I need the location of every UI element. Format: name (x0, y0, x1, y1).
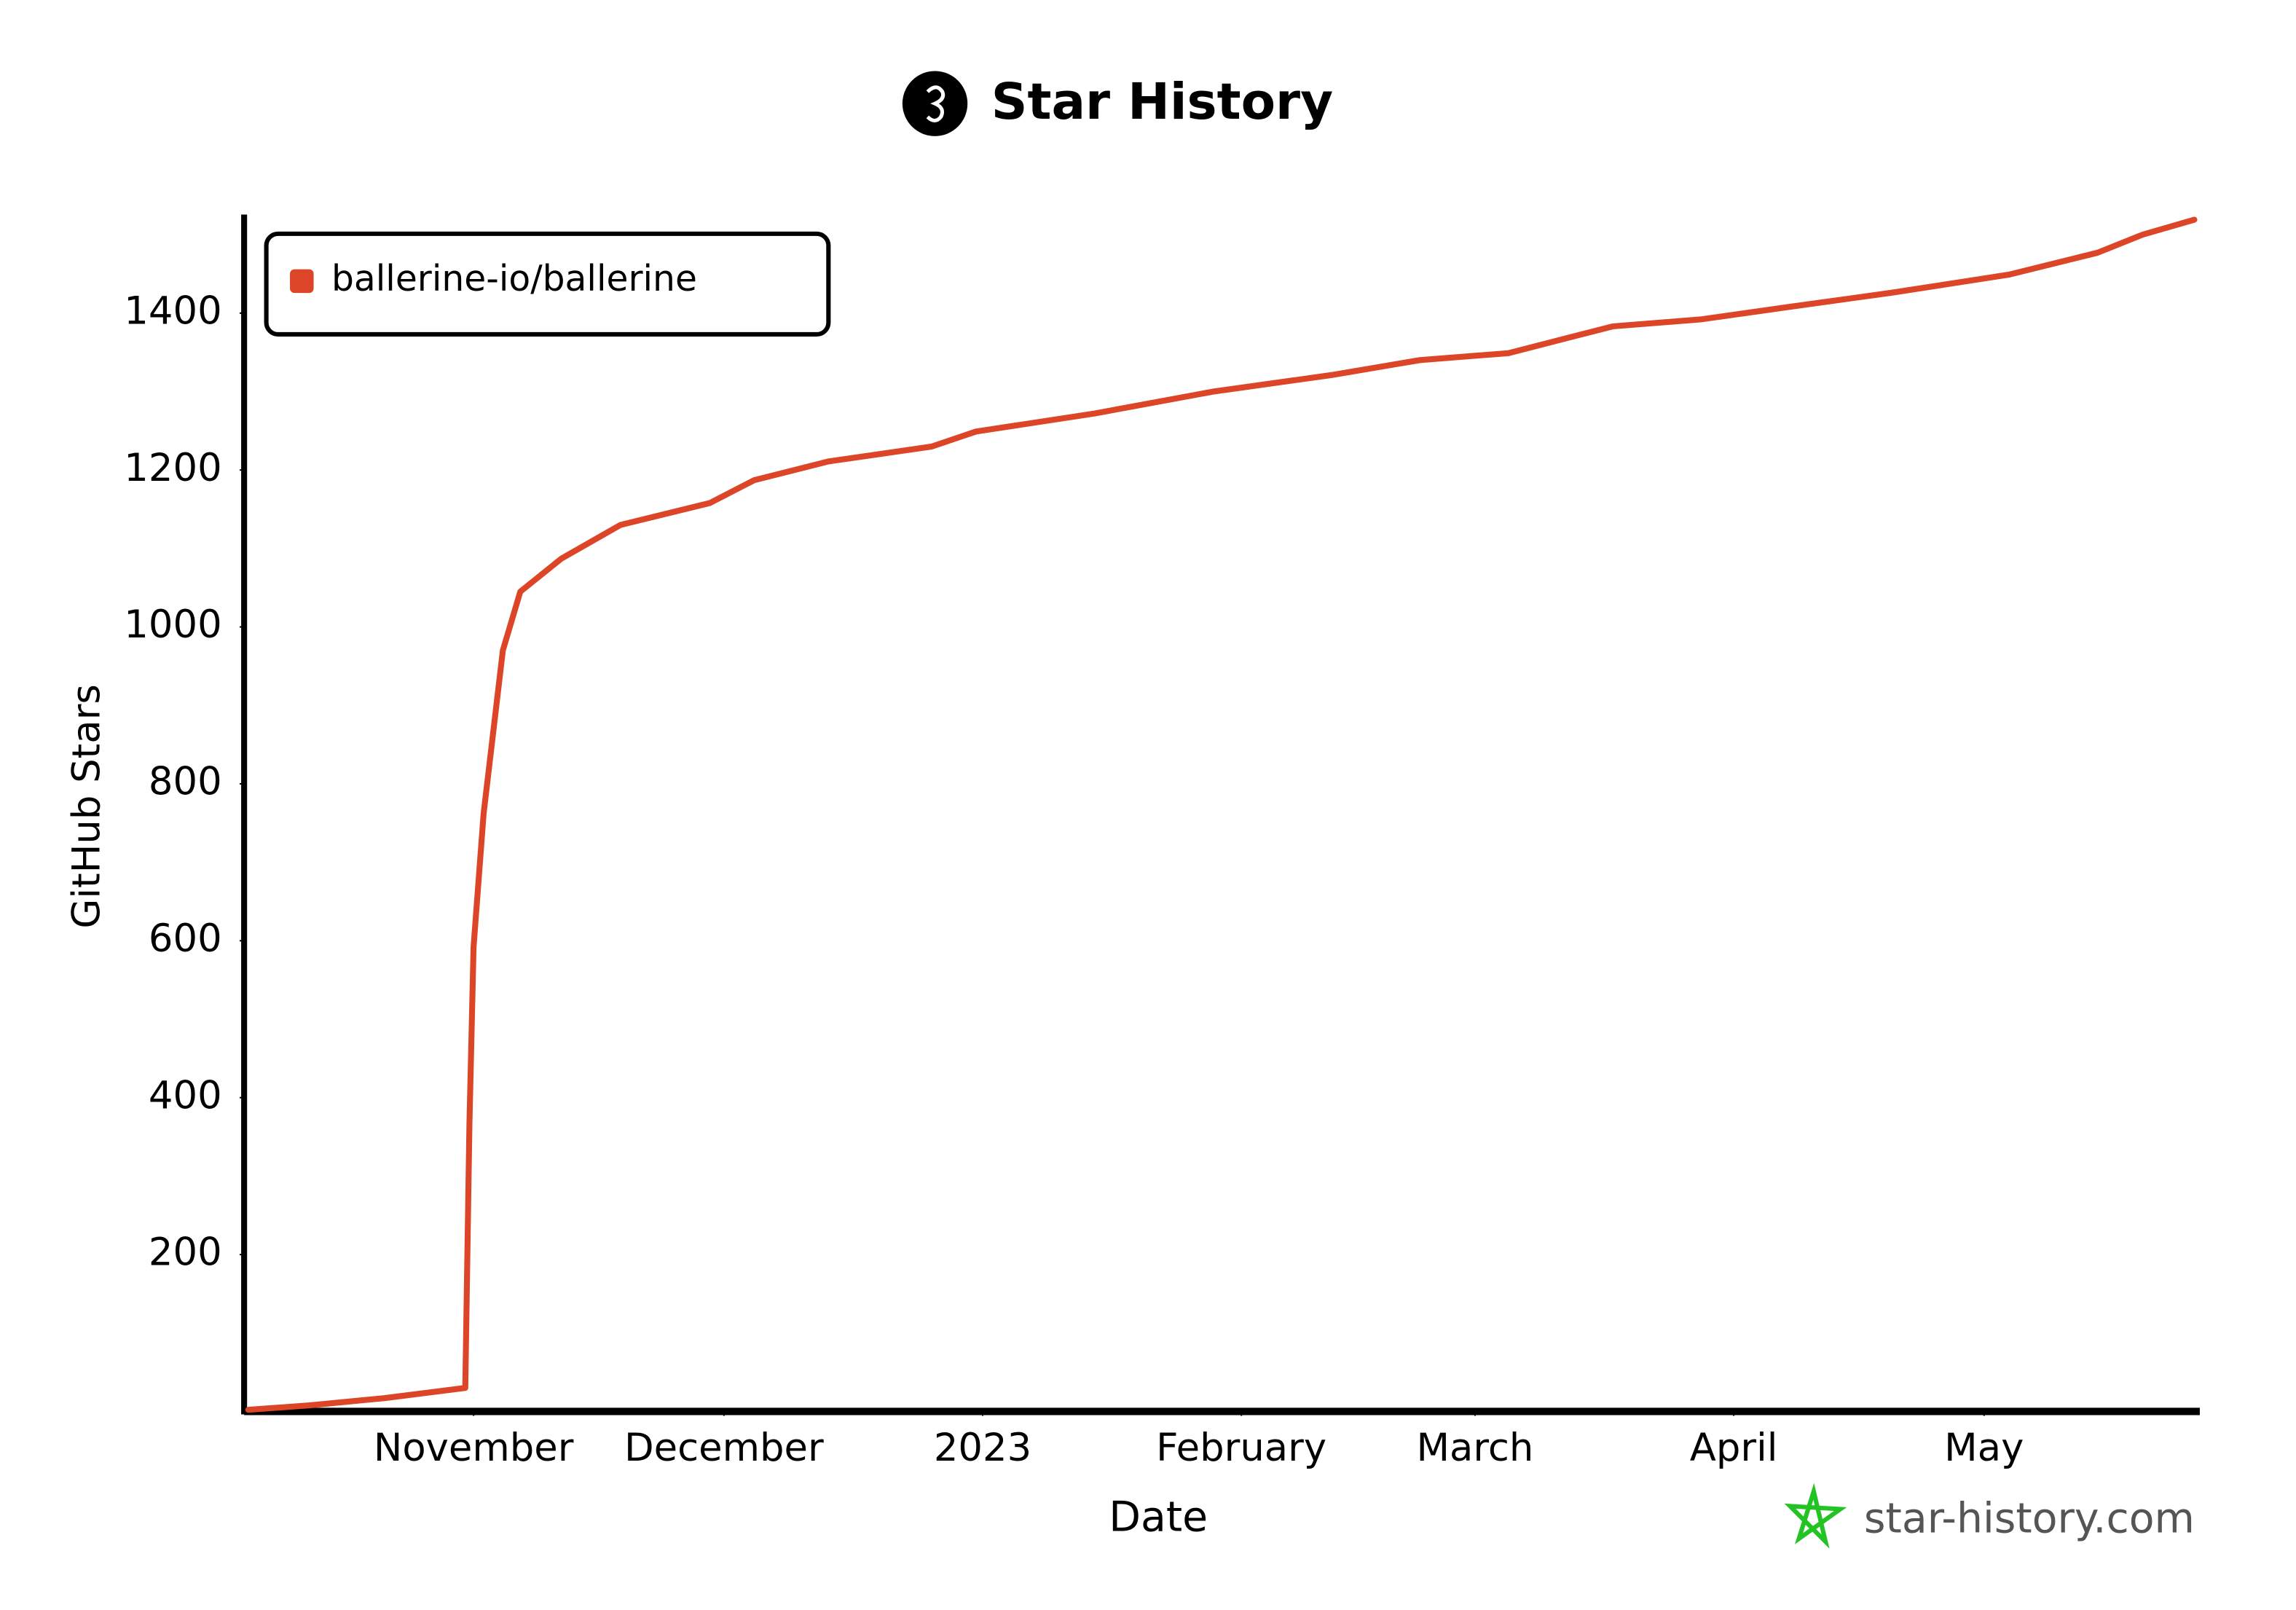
legend-swatch (290, 269, 314, 294)
x-tick-label: May (1944, 1426, 2024, 1470)
title-logo (902, 71, 968, 136)
watermark-logo (1784, 1483, 1847, 1549)
line-series (245, 216, 2198, 1413)
y-tick-label: 1000 (124, 602, 221, 647)
x-tick-label: March (1416, 1426, 1533, 1470)
x-tick-label: November (374, 1426, 574, 1470)
x-tick-label: February (1156, 1426, 1326, 1470)
legend-label: ballerine-io/ballerine (331, 259, 697, 299)
x-tick-label: December (624, 1426, 824, 1470)
y-tick-label: 800 (149, 760, 222, 804)
watermark: star-history.com (1864, 1494, 2195, 1542)
legend-box (264, 231, 831, 337)
y-tick-label: 400 (149, 1073, 222, 1118)
y-tick-label: 200 (149, 1230, 222, 1275)
x-tick-label: 2023 (934, 1426, 1031, 1470)
y-axis-label: GitHub Stars (65, 684, 109, 929)
x-axis-label: Date (1109, 1493, 1208, 1541)
y-tick-label: 1400 (124, 288, 221, 333)
y-tick-label: 1200 (124, 446, 221, 490)
y-tick-label: 600 (149, 916, 222, 961)
chart-title: Star History (991, 73, 1333, 131)
x-tick-label: April (1690, 1426, 1778, 1470)
